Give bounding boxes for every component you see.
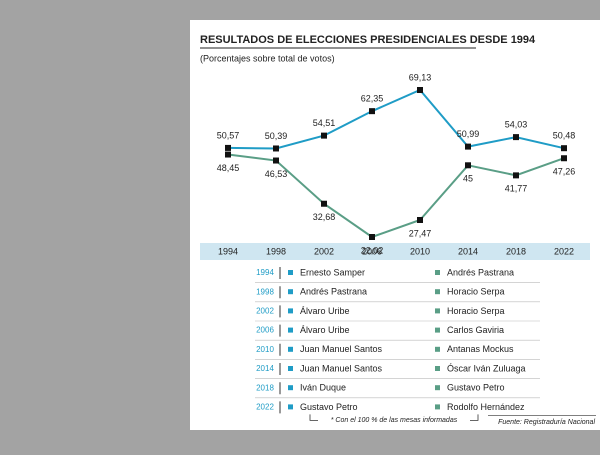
table-year: 2006 <box>256 326 274 335</box>
candidate-name: Juan Manuel Santos <box>300 344 383 354</box>
candidate-name: Andrés Pastrana <box>447 267 514 277</box>
point <box>465 143 471 150</box>
point <box>369 108 375 115</box>
candidate-swatch <box>288 308 293 314</box>
value-label: 62,35 <box>361 94 384 104</box>
point <box>561 155 567 162</box>
candidate-name: Ernesto Samper <box>300 267 365 277</box>
x-tick-label: 2018 <box>506 246 526 256</box>
value-label: 47,26 <box>553 167 576 177</box>
x-tick-label: 2006 <box>362 246 382 256</box>
value-label: 54,03 <box>505 119 528 129</box>
point <box>417 216 423 223</box>
series-line <box>227 88 565 150</box>
chart-title: RESULTADOS DE ELECCIONES PRESIDENCIALES … <box>200 34 536 46</box>
value-label: 69,13 <box>409 72 432 82</box>
value-label: 50,99 <box>457 129 480 139</box>
candidate-name: Horacio Serpa <box>447 287 505 297</box>
table-year: 2022 <box>256 403 274 412</box>
x-tick-label: 2022 <box>554 246 574 256</box>
point <box>273 145 279 152</box>
candidate-swatch <box>435 289 440 295</box>
candidate-name: Óscar Iván Zuluaga <box>447 363 526 373</box>
table-year: 2002 <box>256 307 274 316</box>
point <box>417 87 423 93</box>
candidate-swatch <box>435 308 440 314</box>
point <box>369 234 375 240</box>
candidate-swatch <box>288 404 293 410</box>
candidate-name: Antanas Mockus <box>447 344 514 354</box>
footnote-bracket <box>309 414 479 421</box>
candidate-name: Andrés Pastrana <box>300 287 367 297</box>
value-label: 50,57 <box>217 130 240 140</box>
point <box>321 132 327 139</box>
value-label: 48,45 <box>217 163 240 173</box>
value-label: 32,68 <box>313 212 336 222</box>
point <box>273 157 279 164</box>
point <box>513 134 519 141</box>
x-tick-label: 1998 <box>266 246 286 256</box>
point <box>513 172 519 179</box>
value-label: 41,77 <box>505 184 528 194</box>
point <box>225 144 231 151</box>
x-tick-label: 2014 <box>458 246 478 256</box>
value-label: 27,47 <box>409 228 432 238</box>
value-label: 45 <box>463 174 473 184</box>
candidate-name: Álvaro Uribe <box>300 325 350 335</box>
value-label: 54,51 <box>313 118 336 128</box>
candidate-name: Gustavo Petro <box>300 402 358 412</box>
candidate-swatch <box>288 346 293 352</box>
candidate-swatch <box>435 404 440 410</box>
point <box>321 200 327 207</box>
table-year: 2014 <box>256 364 274 373</box>
candidate-swatch <box>288 327 293 333</box>
panel <box>190 20 600 430</box>
x-tick-label: 2002 <box>314 246 334 256</box>
table-year: 2018 <box>256 383 274 392</box>
point <box>225 151 231 158</box>
candidate-name: Iván Duque <box>300 383 346 393</box>
value-label: 22,02 <box>361 245 384 255</box>
candidate-name: Horacio Serpa <box>447 306 505 316</box>
value-label: 50,39 <box>265 131 288 141</box>
chart-subtitle: (Porcentajes sobre total de votos) <box>200 53 335 63</box>
table-year: 1994 <box>256 268 274 277</box>
candidate-swatch <box>435 366 440 371</box>
candidate-swatch <box>288 366 293 371</box>
candidate-swatch <box>288 270 293 275</box>
table-year: 1998 <box>256 287 274 296</box>
candidate-swatch <box>288 289 293 295</box>
value-label: 50,48 <box>553 131 576 141</box>
footnote: * Con el 100 % de las mesas informadas <box>331 417 458 424</box>
x-tick-label: 2010 <box>410 246 430 256</box>
candidate-name: Gustavo Petro <box>447 383 505 393</box>
candidate-name: Juan Manuel Santos <box>300 363 383 373</box>
point <box>561 145 567 152</box>
candidate-swatch <box>435 346 440 352</box>
series-line <box>227 153 565 239</box>
x-tick-label: 1994 <box>218 246 238 256</box>
value-label: 46,53 <box>265 169 288 179</box>
candidate-swatch <box>288 385 293 391</box>
candidate-swatch <box>435 327 440 333</box>
candidate-name: Álvaro Uribe <box>300 306 350 316</box>
candidate-swatch <box>435 385 440 391</box>
candidate-swatch <box>435 270 440 275</box>
candidate-name: Rodolfo Hernández <box>447 402 525 412</box>
year-band <box>200 243 590 260</box>
candidate-name: Carlos Gaviria <box>447 325 504 335</box>
point <box>465 162 471 169</box>
table-year: 2010 <box>256 345 274 354</box>
source: Fuente: Registraduría Nacional <box>498 419 595 426</box>
